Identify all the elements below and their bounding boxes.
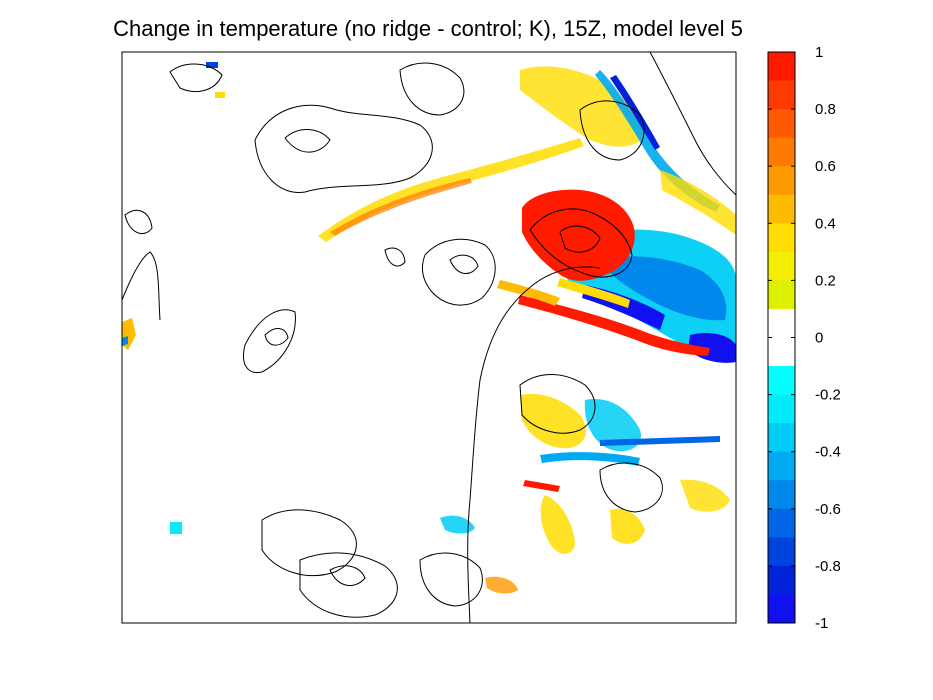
map-plot-area xyxy=(121,51,737,624)
warm-dash-south xyxy=(523,480,560,492)
chart-title: Change in temperature (no ridge - contro… xyxy=(113,16,743,41)
contour-north-central xyxy=(399,62,465,116)
cool-patch-south-west xyxy=(440,515,475,534)
colorbar-tick-label: -0.6 xyxy=(815,501,841,518)
colorbar-swatch xyxy=(768,109,795,139)
contour-south-hill xyxy=(419,552,483,607)
contour-north-small xyxy=(169,63,223,92)
colorbar-tick-label: -0.8 xyxy=(815,558,841,575)
contour-west-hill-inner xyxy=(264,328,289,346)
contour-central-hill-inner xyxy=(449,254,479,274)
colorbar-swatches xyxy=(768,52,795,624)
warm-patch-south-bottom xyxy=(485,576,518,594)
cool-speck-southwest xyxy=(170,522,182,534)
colorbar-swatch xyxy=(768,394,795,424)
colorbar-tick-label: 0.8 xyxy=(815,101,836,118)
colorbar: 1 0.8 0.6 0.4 0.2 0 -0.2 -0.4 -0.6 -0.8 -1 xyxy=(767,44,841,632)
colorbar-swatch xyxy=(768,508,795,538)
warm-patch-southeast xyxy=(520,393,587,449)
colorbar-swatch xyxy=(768,166,795,196)
cool-strip-core xyxy=(610,75,660,150)
colorbar-swatch xyxy=(768,537,795,567)
cool-line-southeast xyxy=(600,436,720,446)
warm-patch-south-2 xyxy=(610,508,645,544)
warm-band-core xyxy=(330,178,472,236)
contour-west-hill xyxy=(243,309,296,374)
colorbar-tick-label: 0.4 xyxy=(815,215,836,232)
colorbar-tick-label: -0.2 xyxy=(815,387,841,404)
cool-patch-west-edge xyxy=(122,336,128,346)
contour-northeast-edge xyxy=(649,52,736,196)
colorbar-swatch xyxy=(768,223,795,253)
colorbar-swatch xyxy=(768,137,795,167)
colorbar-swatch xyxy=(768,280,795,310)
warm-streak-west xyxy=(497,280,560,306)
contour-west-small xyxy=(124,210,153,235)
contour-central-hill xyxy=(421,238,496,306)
warm-patch-southeast-edge xyxy=(680,479,730,512)
contour-southeast-hill xyxy=(519,374,596,434)
colorbar-swatch xyxy=(768,308,795,367)
colorbar-tick-label: 0.2 xyxy=(815,272,836,289)
plot-frame xyxy=(121,51,737,624)
contour-south-massif xyxy=(261,509,357,576)
cool-speck-north xyxy=(206,62,218,68)
colorbar-swatch xyxy=(768,423,795,453)
cool-band-south xyxy=(540,452,640,466)
colorbar-swatch xyxy=(768,594,795,624)
anomaly-field xyxy=(122,62,736,594)
warm-streak-lee xyxy=(518,295,710,356)
colorbar-tick-label: 0.6 xyxy=(815,158,836,175)
colorbar-ticks: 1 0.8 0.6 0.4 0.2 0 -0.2 -0.4 -0.6 -0.8 -1 xyxy=(768,44,841,632)
colorbar-tick-label: 1 xyxy=(815,44,823,61)
cool-patch-southeast xyxy=(584,399,641,452)
colorbar-tick-label: -1 xyxy=(815,615,828,632)
colorbar-swatch xyxy=(768,565,795,595)
colorbar-tick-label: 0 xyxy=(815,330,823,347)
colorbar-swatch xyxy=(768,480,795,510)
contour-central-small xyxy=(384,247,406,267)
warm-strip-far-east xyxy=(660,170,736,235)
contour-west-ridge xyxy=(122,251,161,321)
contour-southeast-hill-2 xyxy=(599,462,663,513)
cool-region-east-mid xyxy=(600,256,727,321)
contour-south-massif-inner xyxy=(329,565,366,586)
contour-north-massif-inner xyxy=(284,129,331,153)
warm-speck-north xyxy=(215,92,225,98)
contour-north-massif xyxy=(254,104,433,193)
warm-band-north xyxy=(318,138,584,242)
contour-south-massif-2 xyxy=(299,552,398,618)
contour-ridge-inner xyxy=(559,225,601,253)
colorbar-swatch xyxy=(768,80,795,110)
warm-patch-south xyxy=(540,495,575,555)
colorbar-swatch xyxy=(768,451,795,481)
warm-streak-yellow xyxy=(557,278,630,308)
colorbar-swatch xyxy=(768,366,795,396)
contour-coastline xyxy=(467,266,601,623)
contour-northeast-hill xyxy=(579,100,645,161)
colorbar-swatch xyxy=(768,194,795,224)
terrain-contours xyxy=(122,52,736,623)
colorbar-swatch xyxy=(768,251,795,281)
colorbar-swatch xyxy=(768,52,795,82)
colorbar-tick-label: -0.4 xyxy=(815,444,841,461)
contour-ridge-main xyxy=(529,208,633,278)
